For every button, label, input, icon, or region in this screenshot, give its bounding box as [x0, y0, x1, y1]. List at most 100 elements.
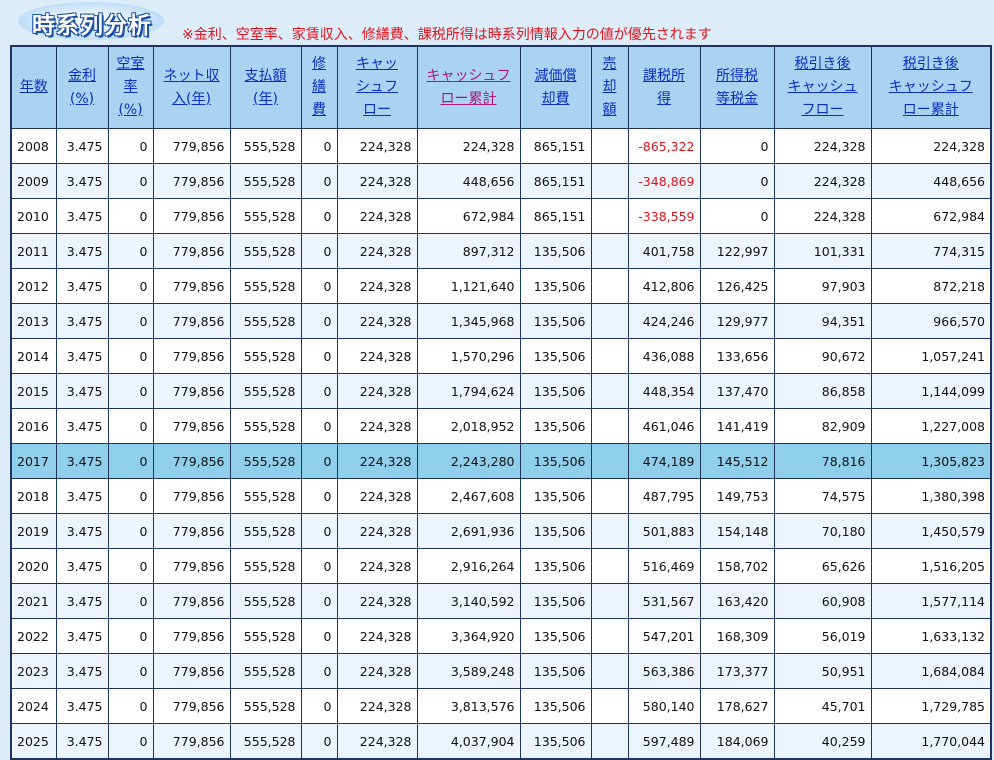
value-cell: 0 — [107, 373, 154, 409]
value-cell: 65,626 — [773, 548, 872, 584]
value-cell: 141,419 — [699, 408, 775, 444]
value-cell: 0 — [300, 303, 338, 339]
column-header[interactable]: 税引き後 キャッシュフ ロー累計 — [870, 45, 992, 129]
value-cell: 0 — [107, 478, 154, 514]
column-header[interactable]: 支払額 (年) — [229, 45, 302, 129]
year-cell: 2020 — [10, 548, 57, 584]
table-row: 2017 3.475 0 779,856 555,528 0 224,328 2,243,28… — [10, 443, 992, 479]
value-cell: 60,908 — [773, 583, 872, 619]
year-cell: 2013 — [10, 303, 57, 339]
year-cell: 2008 — [10, 128, 57, 164]
value-cell: 224,328 — [336, 688, 418, 724]
value-cell: 412,806 — [627, 268, 701, 304]
value-cell: 0 — [699, 163, 775, 199]
column-header[interactable]: キャッシュフ ロー累計 — [416, 45, 521, 129]
notice: ※金利、空室率、家賃収入、修繕費、課税所得は時系列情報入力の値が優先されます — [182, 27, 712, 43]
year-cell: 2022 — [10, 618, 57, 654]
value-cell: 597,489 — [627, 723, 701, 760]
value-cell — [590, 688, 629, 724]
value-cell: 555,528 — [229, 688, 302, 724]
column-header[interactable]: 所得税 等税金 — [699, 45, 775, 129]
value-cell: 135,506 — [519, 233, 592, 269]
value-cell: 173,377 — [699, 653, 775, 689]
value-cell: 224,328 — [336, 443, 418, 479]
column-header[interactable]: ネット収 入(年) — [152, 45, 231, 129]
value-cell: 555,528 — [229, 233, 302, 269]
value-cell: 0 — [699, 128, 775, 164]
value-cell: 224,328 — [773, 128, 872, 164]
column-header[interactable]: 税引き後 キャッシュ フロー — [773, 45, 872, 129]
title-badge — [18, 2, 164, 40]
value-cell: 135,506 — [519, 268, 592, 304]
value-cell: 224,328 — [773, 198, 872, 234]
value-cell: 0 — [699, 198, 775, 234]
value-cell: 555,528 — [229, 198, 302, 234]
value-cell: 555,528 — [229, 583, 302, 619]
table-row: 2025 3.475 0 779,856 555,528 0 224,328 4,037,90… — [10, 723, 992, 760]
table-row: 2020 3.475 0 779,856 555,528 0 224,328 2,916,26… — [10, 548, 992, 584]
table-row: 2013 3.475 0 779,856 555,528 0 224,328 1,345,96… — [10, 303, 992, 339]
value-cell: 0 — [107, 338, 154, 374]
column-header[interactable]: 売 却 額 — [590, 45, 629, 129]
page-title: 時系列分析 — [32, 13, 152, 39]
value-cell: 779,856 — [152, 723, 231, 760]
value-cell: 133,656 — [699, 338, 775, 374]
value-cell: 0 — [107, 653, 154, 689]
value-cell: 555,528 — [229, 163, 302, 199]
value-cell: 135,506 — [519, 373, 592, 409]
value-cell: 224,328 — [336, 618, 418, 654]
value-cell: 401,758 — [627, 233, 701, 269]
value-cell: 0 — [300, 408, 338, 444]
value-cell: 224,328 — [416, 128, 521, 164]
value-cell: 3.475 — [55, 408, 109, 444]
year-cell: 2023 — [10, 653, 57, 689]
value-cell: 555,528 — [229, 443, 302, 479]
value-cell: 1,057,241 — [870, 338, 992, 374]
value-cell: 3.475 — [55, 583, 109, 619]
value-cell: 224,328 — [336, 723, 418, 760]
value-cell: 580,140 — [627, 688, 701, 724]
value-cell — [590, 723, 629, 760]
table-row: 2011 3.475 0 779,856 555,528 0 224,328 897,312 1… — [10, 233, 992, 269]
year-cell: 2014 — [10, 338, 57, 374]
value-cell: 779,856 — [152, 688, 231, 724]
value-cell: 3.475 — [55, 373, 109, 409]
value-cell: 82,909 — [773, 408, 872, 444]
value-cell: 135,506 — [519, 303, 592, 339]
value-cell: 563,386 — [627, 653, 701, 689]
value-cell: 897,312 — [416, 233, 521, 269]
column-header[interactable]: 年数 — [10, 45, 57, 129]
value-cell: 0 — [300, 443, 338, 479]
value-cell: 779,856 — [152, 548, 231, 584]
year-cell: 2015 — [10, 373, 57, 409]
value-cell: 779,856 — [152, 128, 231, 164]
value-cell: 135,506 — [519, 548, 592, 584]
value-cell: 1,794,624 — [416, 373, 521, 409]
value-cell: 547,201 — [627, 618, 701, 654]
column-header[interactable]: 金利 (%) — [55, 45, 109, 129]
column-header[interactable]: キャッ シュフ ロー — [336, 45, 418, 129]
value-cell: 224,328 — [773, 163, 872, 199]
year-cell: 2012 — [10, 268, 57, 304]
value-cell: 555,528 — [229, 408, 302, 444]
value-cell: 779,856 — [152, 373, 231, 409]
value-cell — [590, 443, 629, 479]
value-cell: 779,856 — [152, 233, 231, 269]
column-header[interactable]: 空室 率 (%) — [107, 45, 154, 129]
value-cell: 3.475 — [55, 303, 109, 339]
value-cell: 0 — [300, 338, 338, 374]
column-header[interactable]: 課税所 得 — [627, 45, 701, 129]
value-cell: 0 — [300, 233, 338, 269]
table-row: 2023 3.475 0 779,856 555,528 0 224,328 3,589,24… — [10, 653, 992, 689]
value-cell: 1,684,084 — [870, 653, 992, 689]
year-cell: 2011 — [10, 233, 57, 269]
header-row: 年数 金利 (%) 空室 率 (%) ネット収 入(年) 支払額 (年) 修 繕 費キャッ… — [10, 45, 992, 129]
value-cell — [590, 583, 629, 619]
table-row: 2014 3.475 0 779,856 555,528 0 224,328 1,570,29… — [10, 338, 992, 374]
value-cell: 3.475 — [55, 723, 109, 760]
value-cell: 1,770,044 — [870, 723, 992, 760]
column-header[interactable]: 修 繕 費 — [300, 45, 338, 129]
table-row: 2019 3.475 0 779,856 555,528 0 224,328 2,691,93… — [10, 513, 992, 549]
column-header[interactable]: 減価償 却費 — [519, 45, 592, 129]
value-cell: 0 — [300, 618, 338, 654]
